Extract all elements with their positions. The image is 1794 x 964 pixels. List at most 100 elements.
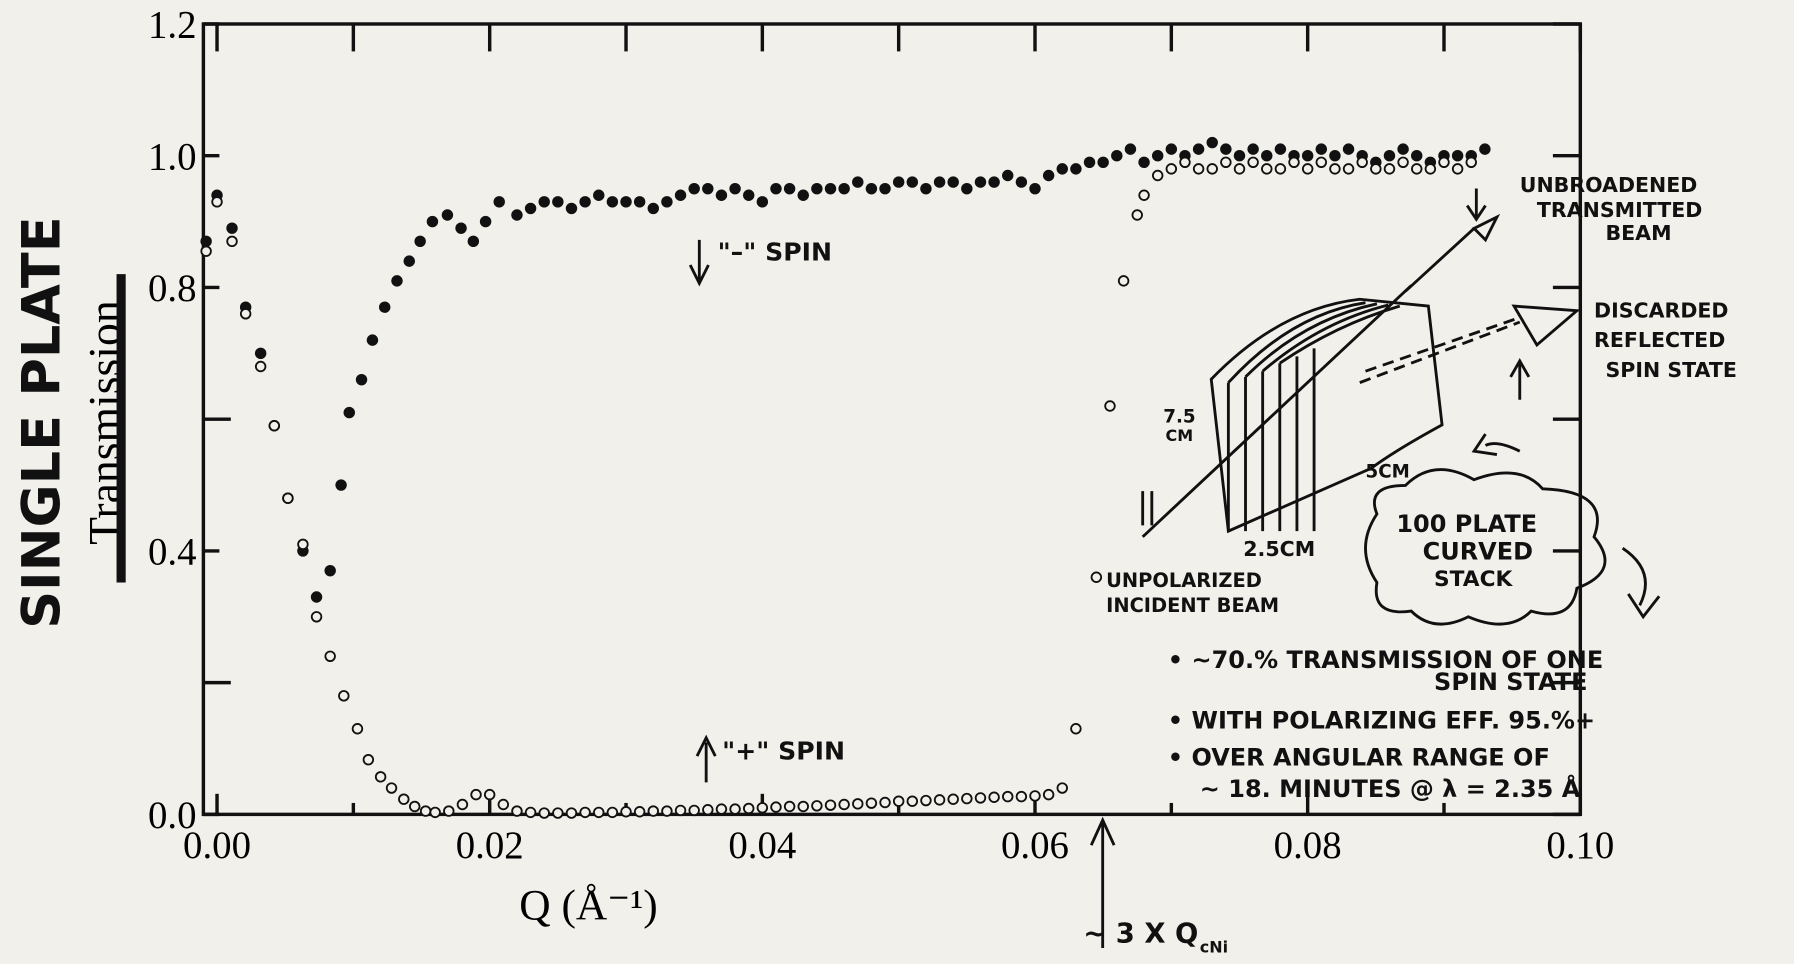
annotation: ~ 3 X Q <box>1083 918 1198 949</box>
data-point <box>1315 156 1328 169</box>
data-point <box>374 771 387 783</box>
data-point <box>824 799 837 811</box>
data-point <box>351 723 364 735</box>
series-label: "+" SPIN <box>722 737 845 766</box>
data-point <box>674 804 687 817</box>
data-point <box>254 347 267 360</box>
data-point <box>1261 163 1273 175</box>
annotation: UNBROADENED <box>1520 173 1698 197</box>
data-point <box>1151 169 1164 182</box>
annotation: 100 PLATE <box>1396 510 1537 538</box>
data-point <box>538 196 550 208</box>
x-tick-label: 0.10 <box>1546 824 1614 867</box>
data-point <box>974 792 987 804</box>
data-point <box>426 215 439 228</box>
data-point <box>1356 156 1368 169</box>
data-point <box>1233 163 1246 175</box>
data-point <box>770 182 782 195</box>
data-point <box>715 189 728 201</box>
data-point <box>865 797 878 809</box>
x-tick-label: 0.02 <box>456 824 524 867</box>
data-point <box>1451 150 1464 162</box>
data-point <box>770 801 782 813</box>
data-point <box>1438 156 1450 169</box>
data-point <box>688 804 700 817</box>
data-point <box>838 182 850 195</box>
data-point <box>1124 143 1137 155</box>
stack-sketch <box>688 188 1661 949</box>
annotation: • WITH POLARIZING EFF. 95.%+ <box>1168 707 1595 735</box>
data-point <box>620 806 632 818</box>
data-point <box>456 798 469 811</box>
data-point <box>1151 150 1164 162</box>
data-point <box>455 222 467 234</box>
data-point <box>1329 150 1341 162</box>
data-point <box>524 202 537 215</box>
series-label: "–" SPIN <box>718 237 832 266</box>
data-point <box>441 209 454 221</box>
data-point <box>1397 143 1409 155</box>
annotation: TRANSMITTED <box>1537 198 1702 222</box>
data-point <box>1342 163 1355 175</box>
data-point <box>403 255 415 267</box>
data-point <box>688 182 700 195</box>
data-point <box>988 791 1000 803</box>
annotation: 7.5 <box>1163 407 1195 428</box>
data-point <box>1015 176 1028 188</box>
data-point <box>797 800 809 813</box>
data-point <box>702 804 714 816</box>
data-point <box>661 805 673 817</box>
data-point <box>756 802 769 814</box>
data-point <box>429 806 441 819</box>
data-point <box>310 591 323 603</box>
data-point <box>933 794 946 806</box>
data-point <box>419 805 432 817</box>
data-point <box>493 196 505 208</box>
data-point <box>310 611 323 623</box>
data-point <box>1192 163 1205 175</box>
data-point <box>620 196 632 208</box>
data-point <box>647 805 659 817</box>
data-point <box>838 798 850 811</box>
annotation: CURVED <box>1423 538 1533 566</box>
annotations: UNBROADENED TRANSMITTED BEAM DISCARDED R… <box>1083 173 1737 957</box>
data-point <box>920 794 932 807</box>
data-point <box>398 793 410 805</box>
data-point <box>1138 156 1150 169</box>
data-point <box>756 196 769 208</box>
data-point <box>1301 163 1314 175</box>
data-point <box>1411 163 1423 175</box>
data-point <box>1179 156 1191 169</box>
annotation: cNi <box>1200 938 1228 957</box>
data-point <box>606 806 619 819</box>
data-point <box>579 196 591 208</box>
data-point <box>906 795 919 807</box>
data-point <box>1042 788 1055 801</box>
data-point <box>379 301 391 313</box>
data-point <box>1056 782 1068 794</box>
data-point <box>239 308 252 320</box>
data-point <box>282 492 294 504</box>
data-point <box>852 176 864 188</box>
data-point <box>811 182 823 195</box>
data-point <box>211 196 223 208</box>
data-point <box>933 176 946 188</box>
data-point <box>483 788 496 801</box>
data-point <box>552 196 564 208</box>
data-point <box>797 189 809 201</box>
data-point <box>920 182 932 195</box>
x-tick-label: 0.04 <box>728 824 796 867</box>
data-point <box>1056 163 1068 175</box>
data-point <box>783 800 796 813</box>
annotation: SPIN STATE <box>1605 358 1736 382</box>
data-point <box>200 245 212 257</box>
x-tick-label: 0.08 <box>1274 824 1342 867</box>
data-point <box>852 798 864 810</box>
data-point <box>1192 143 1205 155</box>
data-point <box>1104 400 1116 412</box>
data-point <box>1274 143 1287 155</box>
y-tick-label: 0.8 <box>148 267 197 310</box>
data-point <box>467 235 480 248</box>
data-point <box>947 176 959 188</box>
